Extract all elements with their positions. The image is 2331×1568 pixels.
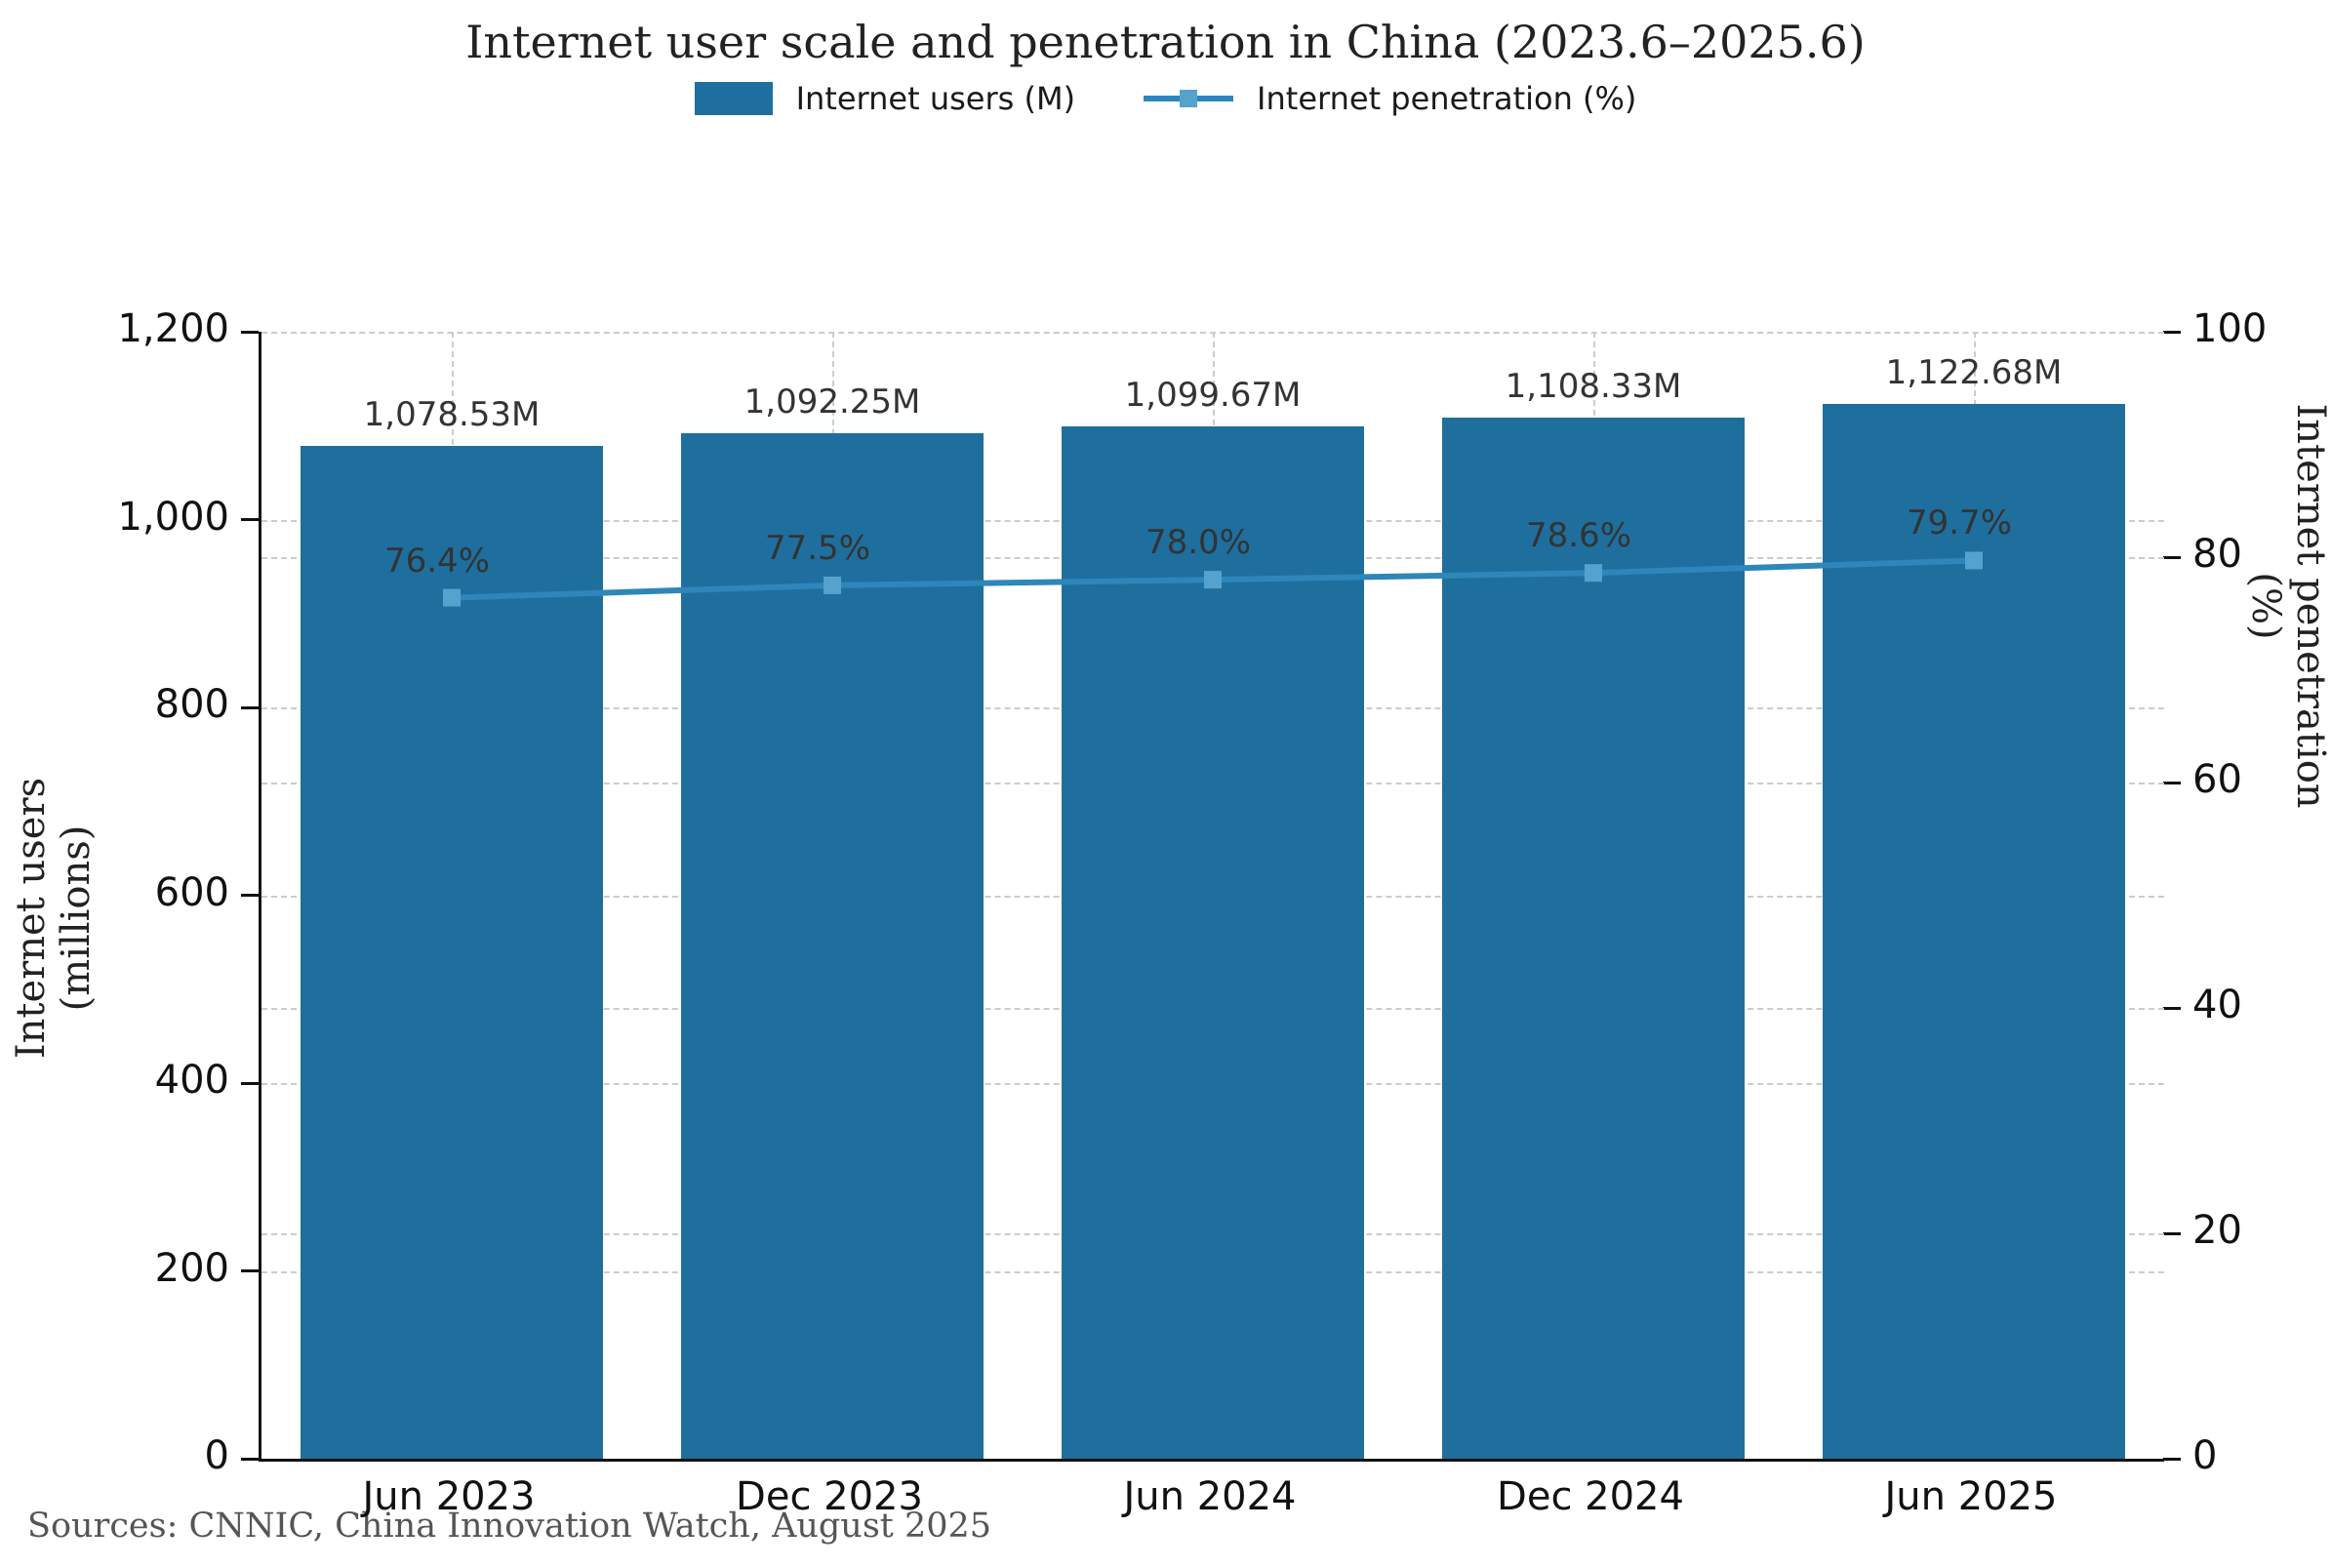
left-axis-tick-mark	[241, 1269, 259, 1272]
legend-label-users: Internet users (M)	[795, 80, 1076, 117]
left-axis-tick-label: 0	[204, 1433, 229, 1478]
point-percent-label: 77.5%	[764, 529, 870, 568]
right-axis-tick-label: 0	[2192, 1433, 2218, 1478]
left-axis-tick-label: 200	[154, 1246, 229, 1291]
right-axis-tick-label: 20	[2192, 1208, 2242, 1253]
line-marker-icon	[443, 588, 461, 607]
point-percent-label: 79.7%	[1906, 503, 2012, 543]
bar-internet-users	[1442, 418, 1745, 1459]
chart-title: Internet user scale and penetration in C…	[465, 16, 1866, 68]
line-marker-icon	[824, 576, 841, 594]
left-axis-tick-mark	[241, 518, 259, 521]
bar-internet-users	[301, 446, 603, 1459]
left-axis-tick-label: 400	[154, 1058, 229, 1103]
right-axis-tick-label: 80	[2192, 532, 2242, 577]
point-percent-label: 76.4%	[383, 542, 490, 581]
right-axis-tick-mark	[2163, 556, 2181, 559]
right-axis-tick-mark	[2163, 782, 2181, 784]
legend-item-penetration: Internet penetration (%)	[1144, 80, 1636, 117]
bar-internet-users	[1062, 426, 1364, 1459]
right-axis-tick-mark	[2163, 1458, 2181, 1461]
x-axis-tick-label: Jun 2025	[1884, 1474, 2058, 1519]
bar-internet-users	[1823, 404, 2125, 1459]
left-axis-tick-mark	[241, 1082, 259, 1085]
line-marker-icon	[1585, 564, 1602, 583]
line-marker-icon	[1204, 571, 1222, 589]
bar-swatch-icon	[694, 82, 773, 115]
left-axis-tick-mark	[241, 706, 259, 709]
legend-item-users: Internet users (M)	[694, 80, 1076, 117]
point-percent-label: 78.0%	[1145, 523, 1251, 562]
x-axis-tick-label: Dec 2024	[1497, 1474, 1684, 1519]
bar-value-label: 1,108.33M	[1505, 367, 1682, 406]
legend-label-penetration: Internet penetration (%)	[1257, 80, 1637, 117]
source-note: Sources: CNNIC, China Innovation Watch, …	[27, 1507, 992, 1546]
x-axis-tick-label: Jun 2024	[1123, 1474, 1297, 1519]
right-axis-tick-label: 100	[2192, 306, 2268, 351]
bar-value-label: 1,099.67M	[1124, 376, 1302, 415]
line-swatch-marker-icon	[1180, 90, 1198, 107]
x-axis-tick-label: Jun 2023	[362, 1474, 536, 1519]
line-swatch-icon	[1144, 82, 1234, 115]
point-percent-label: 78.6%	[1525, 516, 1631, 555]
left-axis-tick-label: 1,200	[117, 306, 229, 351]
right-axis-tick-label: 40	[2192, 983, 2242, 1027]
plot-area: 1,078.53M 1,092.25M 1,099.67M 1,108.33M 1,12…	[259, 332, 2164, 1462]
bar-value-label: 1,078.53M	[363, 395, 541, 434]
penetration-line-layer	[443, 551, 1983, 607]
left-axis-tick-mark	[241, 894, 259, 897]
right-axis-tick-mark	[2163, 331, 2181, 334]
bar-internet-users	[681, 433, 984, 1459]
legend: Internet users (M) Internet penetration …	[0, 80, 2331, 117]
right-axis-tick-mark	[2163, 1007, 2181, 1010]
left-axis-tick-label: 1,000	[117, 495, 229, 540]
line-marker-icon	[1965, 551, 1983, 570]
left-axis-tick-label: 800	[154, 682, 229, 727]
left-axis-tick-mark	[241, 331, 259, 334]
x-axis-tick-label: Dec 2023	[736, 1474, 923, 1519]
right-axis-tick-label: 60	[2192, 757, 2242, 802]
bar-value-label: 1,092.25M	[744, 382, 921, 422]
bar-value-label: 1,122.68M	[1885, 353, 2063, 392]
right-axis-tick-mark	[2163, 1232, 2181, 1235]
left-axis-tick-mark	[241, 1458, 259, 1461]
left-axis-tick-label: 600	[154, 870, 229, 915]
